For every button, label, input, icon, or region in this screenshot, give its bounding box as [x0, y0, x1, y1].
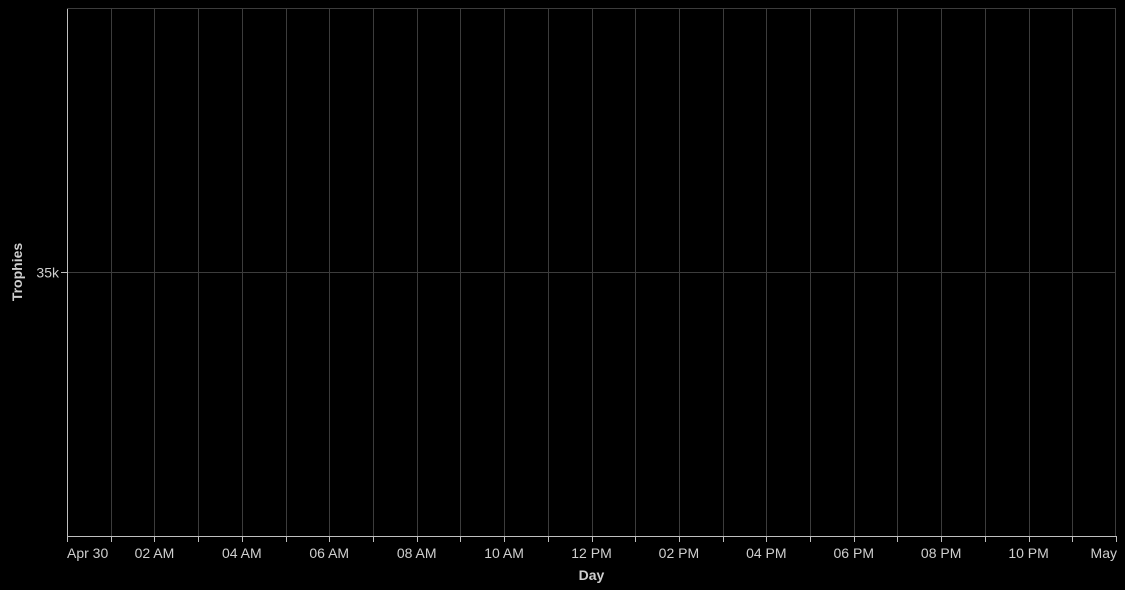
y-axis-title: Trophies [9, 243, 25, 302]
y-axis-ticks: 35k [36, 265, 67, 281]
x-tick-label: 12 PM [571, 545, 611, 561]
x-tick-label: May [1091, 545, 1117, 561]
x-tick-label: 04 AM [222, 545, 262, 561]
x-tick-label: 06 PM [834, 545, 874, 561]
x-tick-label: 08 PM [921, 545, 961, 561]
x-tick-label: 08 AM [397, 545, 437, 561]
x-tick-label: 04 PM [746, 545, 786, 561]
x-tick-label: 02 AM [135, 545, 175, 561]
axes [67, 8, 1116, 537]
y-tick-label: 35k [36, 265, 60, 281]
x-axis-title: Day [579, 567, 605, 583]
x-tick-label: 06 AM [309, 545, 349, 561]
x-tick-label: Apr 30 [67, 545, 108, 561]
grid-lines [67, 8, 1116, 536]
x-tick-label: 10 PM [1008, 545, 1048, 561]
x-axis-ticks: Apr 30 02 AM 04 AM 06 AM 08 AM 10 AM 12 PM 02 P… [67, 536, 1117, 561]
x-tick-label: 02 PM [659, 545, 699, 561]
x-tick-label: 10 AM [484, 545, 524, 561]
